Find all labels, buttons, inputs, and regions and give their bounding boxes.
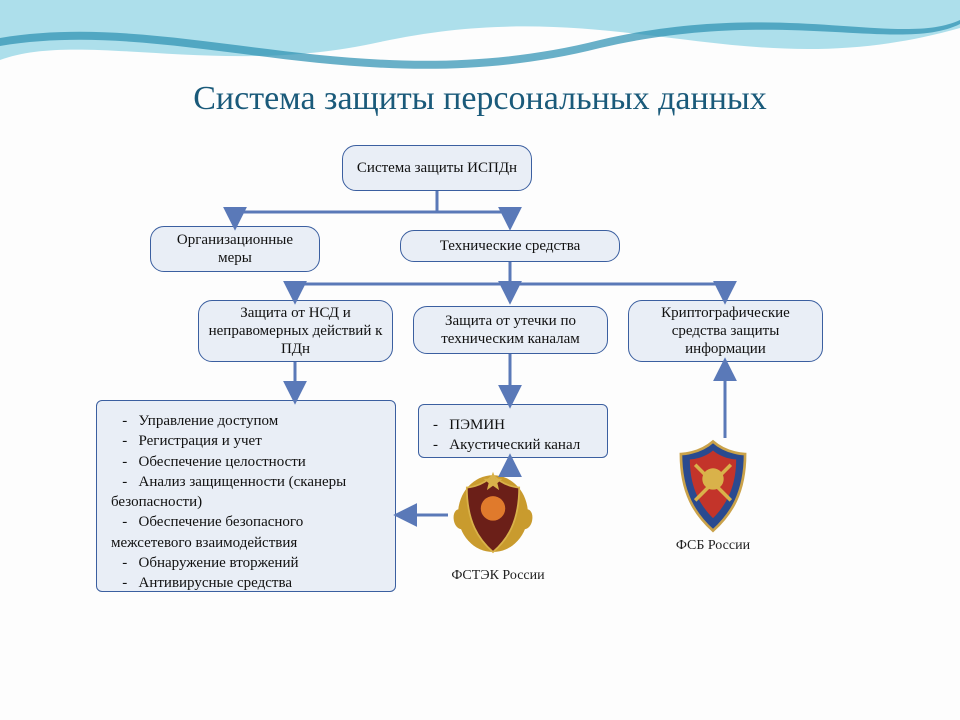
listbox-leak: - ПЭМИН- Акустический канал	[418, 404, 608, 458]
node-crypto: Криптографические средства защиты информ…	[628, 300, 823, 362]
list-item: - Акустический канал	[433, 435, 593, 455]
list-item: - Обеспечение безопасного межсетевого вз…	[111, 512, 381, 553]
list-item: - Обнаружение вторжений	[111, 553, 381, 573]
node-leak: Защита от утечки по техническим каналам	[413, 306, 608, 354]
list-item: - Обеспечение целостности	[111, 452, 381, 472]
diagram-stage: Система защиты персональных данных Систе…	[0, 0, 960, 720]
caption-fstek: ФСТЭК России	[438, 568, 558, 584]
node-technical: Технические средства	[400, 230, 620, 262]
slide-title: Система защиты персональных данных	[0, 80, 960, 118]
emblem-fsb-icon	[667, 438, 759, 536]
list-item: - Регистрация и учет	[111, 431, 381, 451]
emblem-fstek-icon	[448, 470, 538, 566]
list-item: - Управление доступом	[111, 411, 381, 431]
node-root: Система защиты ИСПДн	[342, 145, 532, 191]
list-item: - ПЭМИН	[433, 415, 593, 435]
list-item: - Антивирусные средства	[111, 573, 381, 593]
caption-fsb: ФСБ России	[658, 538, 768, 554]
listbox-nsd: - Управление доступом - Регистрация и уч…	[96, 400, 396, 592]
node-nsd: Защита от НСД и неправомерных действий к…	[198, 300, 393, 362]
node-organizational: Организационные меры	[150, 226, 320, 272]
list-item: - Анализ защищенности (сканеры безопасно…	[111, 472, 381, 513]
